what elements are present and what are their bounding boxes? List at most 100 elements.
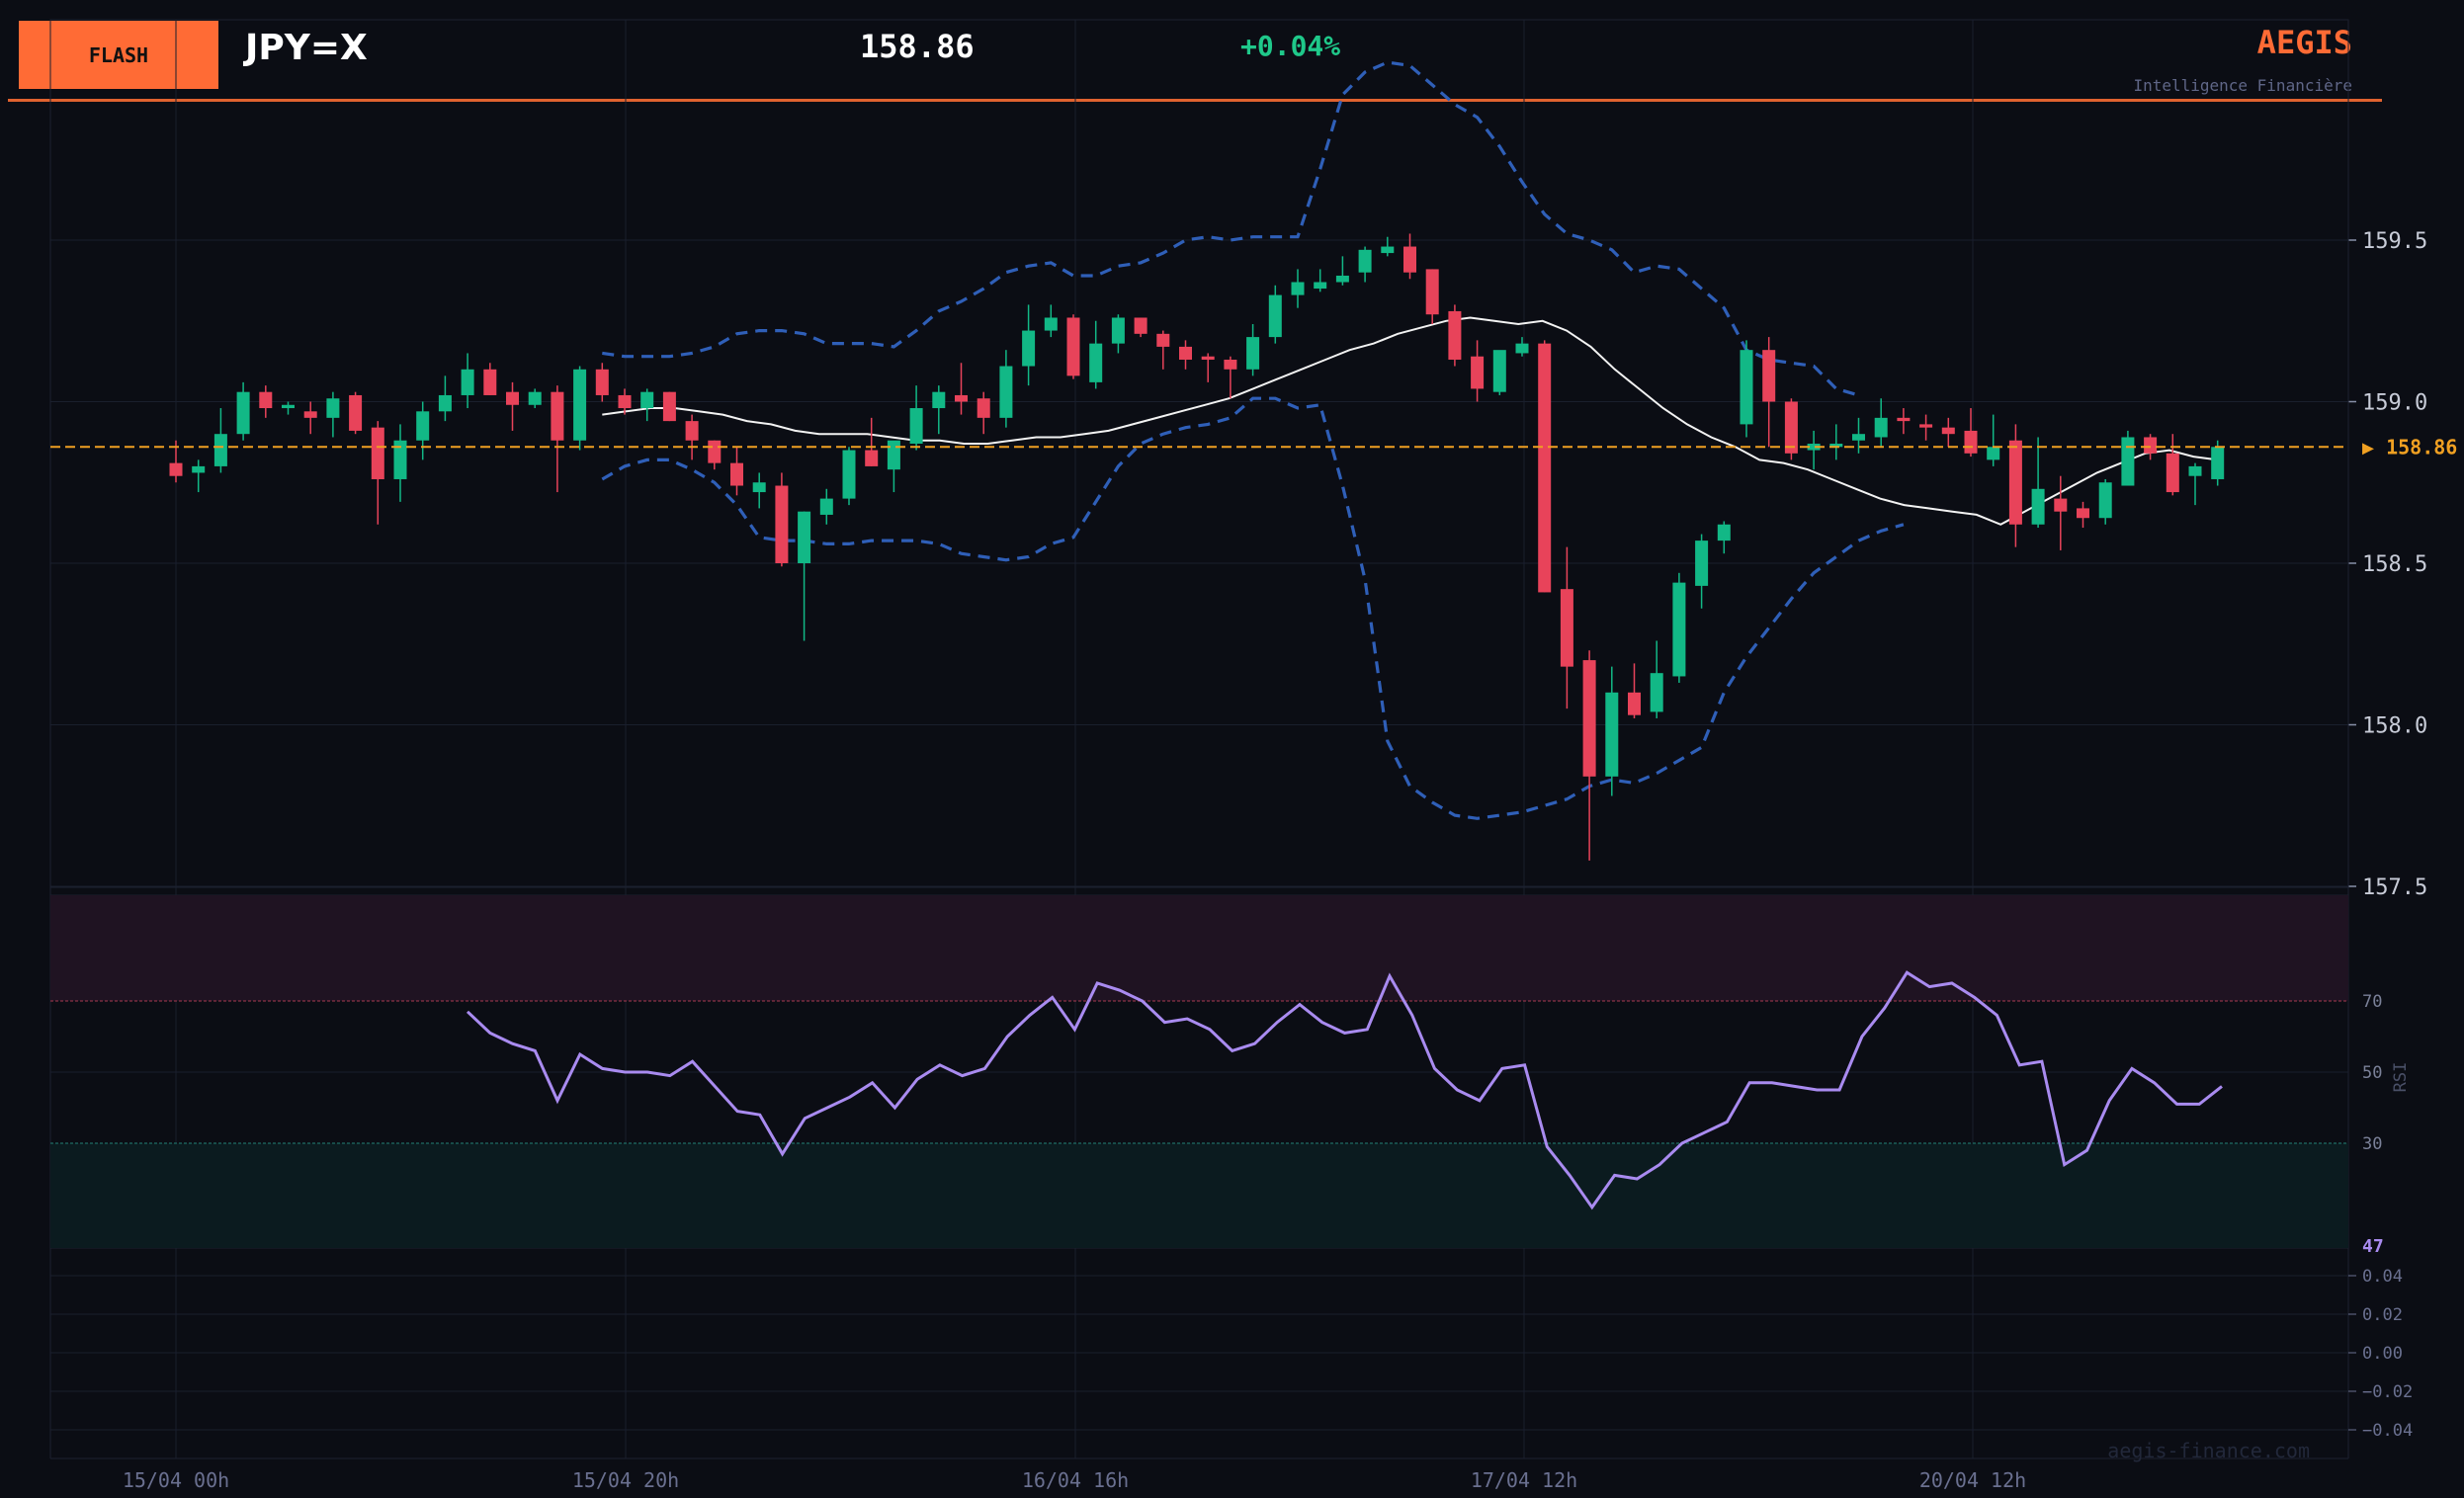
candle-up — [1672, 582, 1686, 677]
axis-labels: 159.5 159.0 158.5 158.0 157.5 70 50 30 RSI 47 0.04… — [123, 229, 2427, 1492]
candle-up — [2188, 465, 2202, 476]
candle-down — [371, 427, 384, 479]
last-price: 158.86 — [860, 28, 975, 65]
candle-down — [1919, 424, 1933, 428]
candle-up — [1268, 294, 1282, 338]
candle-down — [1582, 660, 1596, 777]
candle-up — [416, 411, 430, 441]
candle-down — [685, 421, 699, 441]
candle-down — [259, 391, 273, 409]
candle-down — [483, 369, 497, 395]
header-divider — [8, 99, 2382, 102]
candle-down — [775, 485, 789, 563]
price-change: +0.04% — [1240, 30, 1341, 62]
candle-down — [1471, 356, 1485, 389]
price-tick-label: 157.5 — [2362, 875, 2427, 900]
candle-up — [2211, 447, 2225, 479]
rsi-axis-label: RSI — [2391, 1062, 2411, 1093]
candle-up — [752, 482, 766, 493]
candle-up — [1740, 350, 1753, 425]
candle-up — [1829, 444, 1843, 448]
rsi-oversold-zone — [50, 1143, 2348, 1248]
candle-down — [662, 391, 676, 422]
price-tick-label: 158.5 — [2362, 552, 2427, 577]
candle-down — [2144, 437, 2158, 454]
time-tick-label: 20/04 12h — [1919, 1468, 2026, 1492]
last-price-line: ▶ 158.86 — [50, 435, 2457, 458]
candle-up — [528, 391, 542, 405]
ticker-symbol: JPY=X — [245, 28, 368, 68]
candle-up — [932, 391, 946, 409]
flash-badge: FLASH — [19, 21, 218, 89]
candle-down — [1628, 692, 1641, 715]
candle-up — [999, 366, 1013, 418]
candle-up — [1111, 317, 1125, 344]
candle-down — [1425, 269, 1439, 315]
candle-up — [819, 498, 833, 515]
candle-down — [1897, 417, 1911, 422]
candle-down — [2054, 498, 2068, 512]
rsi-tick-label: 50 — [2362, 1063, 2382, 1083]
candle-up — [887, 440, 900, 470]
candle-up — [192, 465, 206, 473]
candle-up — [1022, 330, 1036, 367]
candle-up — [1335, 275, 1349, 283]
candle-up — [1381, 246, 1395, 254]
rsi-tick-label: 70 — [2362, 992, 2382, 1012]
candle-up — [798, 511, 811, 563]
candle-up — [1874, 417, 1888, 438]
candle-down — [2008, 440, 2022, 525]
candle-down — [349, 394, 363, 431]
rsi-line-path — [466, 970, 2223, 1210]
watermark: aegis-finance.com — [2107, 1439, 2310, 1462]
candle-up — [1358, 249, 1372, 273]
candle-down — [169, 462, 183, 476]
candle-down — [1201, 356, 1215, 360]
candle-up — [1492, 350, 1506, 392]
candle-up — [1605, 692, 1619, 777]
candle-up — [1314, 282, 1327, 290]
candle-down — [1762, 350, 1776, 402]
volume-tick-label: 0.02 — [2362, 1305, 2403, 1325]
price-tick-label: 159.0 — [2362, 391, 2427, 416]
candle-up — [1695, 541, 1709, 586]
candle-up — [1717, 524, 1731, 541]
candlesticks — [169, 233, 2225, 861]
rsi-line — [466, 970, 2223, 1210]
upper-band — [602, 60, 1859, 397]
candle-up — [1807, 444, 1821, 451]
candle-up — [1515, 343, 1529, 354]
candle-down — [2077, 508, 2089, 519]
candle-down — [1784, 401, 1798, 454]
time-tick-label: 15/04 20h — [572, 1468, 679, 1492]
candle-up — [2031, 488, 2045, 525]
candle-down — [977, 398, 990, 418]
candle-down — [1941, 427, 1955, 435]
volume-tick-label: 0.04 — [2362, 1267, 2403, 1287]
candle-up — [2121, 437, 2135, 486]
candle-up — [909, 408, 923, 445]
candle-down — [955, 394, 968, 402]
candle-down — [1066, 317, 1080, 376]
candle-up — [1852, 434, 1865, 441]
candle-down — [1448, 310, 1462, 360]
candle-down — [551, 391, 564, 441]
candle-up — [1650, 673, 1663, 712]
time-tick-label: 17/04 12h — [1471, 1468, 1577, 1492]
rsi-tick-label: 30 — [2362, 1134, 2382, 1154]
header-bar: FLASH JPY=X 158.86 +0.04% AEGIS Intellig… — [0, 0, 2464, 103]
candle-up — [326, 398, 340, 418]
candle-down — [2166, 453, 2179, 493]
candle-up — [1987, 447, 2000, 460]
candle-down — [618, 394, 632, 409]
candle-down — [1179, 346, 1192, 360]
rsi-zones — [50, 895, 2348, 1248]
rsi-last-value: 47 — [2362, 1236, 2384, 1257]
candle-up — [1246, 337, 1260, 370]
candle-up — [438, 394, 452, 412]
candle-up — [461, 369, 474, 395]
candle-down — [865, 450, 879, 466]
candle-down — [1538, 343, 1552, 593]
candle-up — [1089, 343, 1103, 382]
